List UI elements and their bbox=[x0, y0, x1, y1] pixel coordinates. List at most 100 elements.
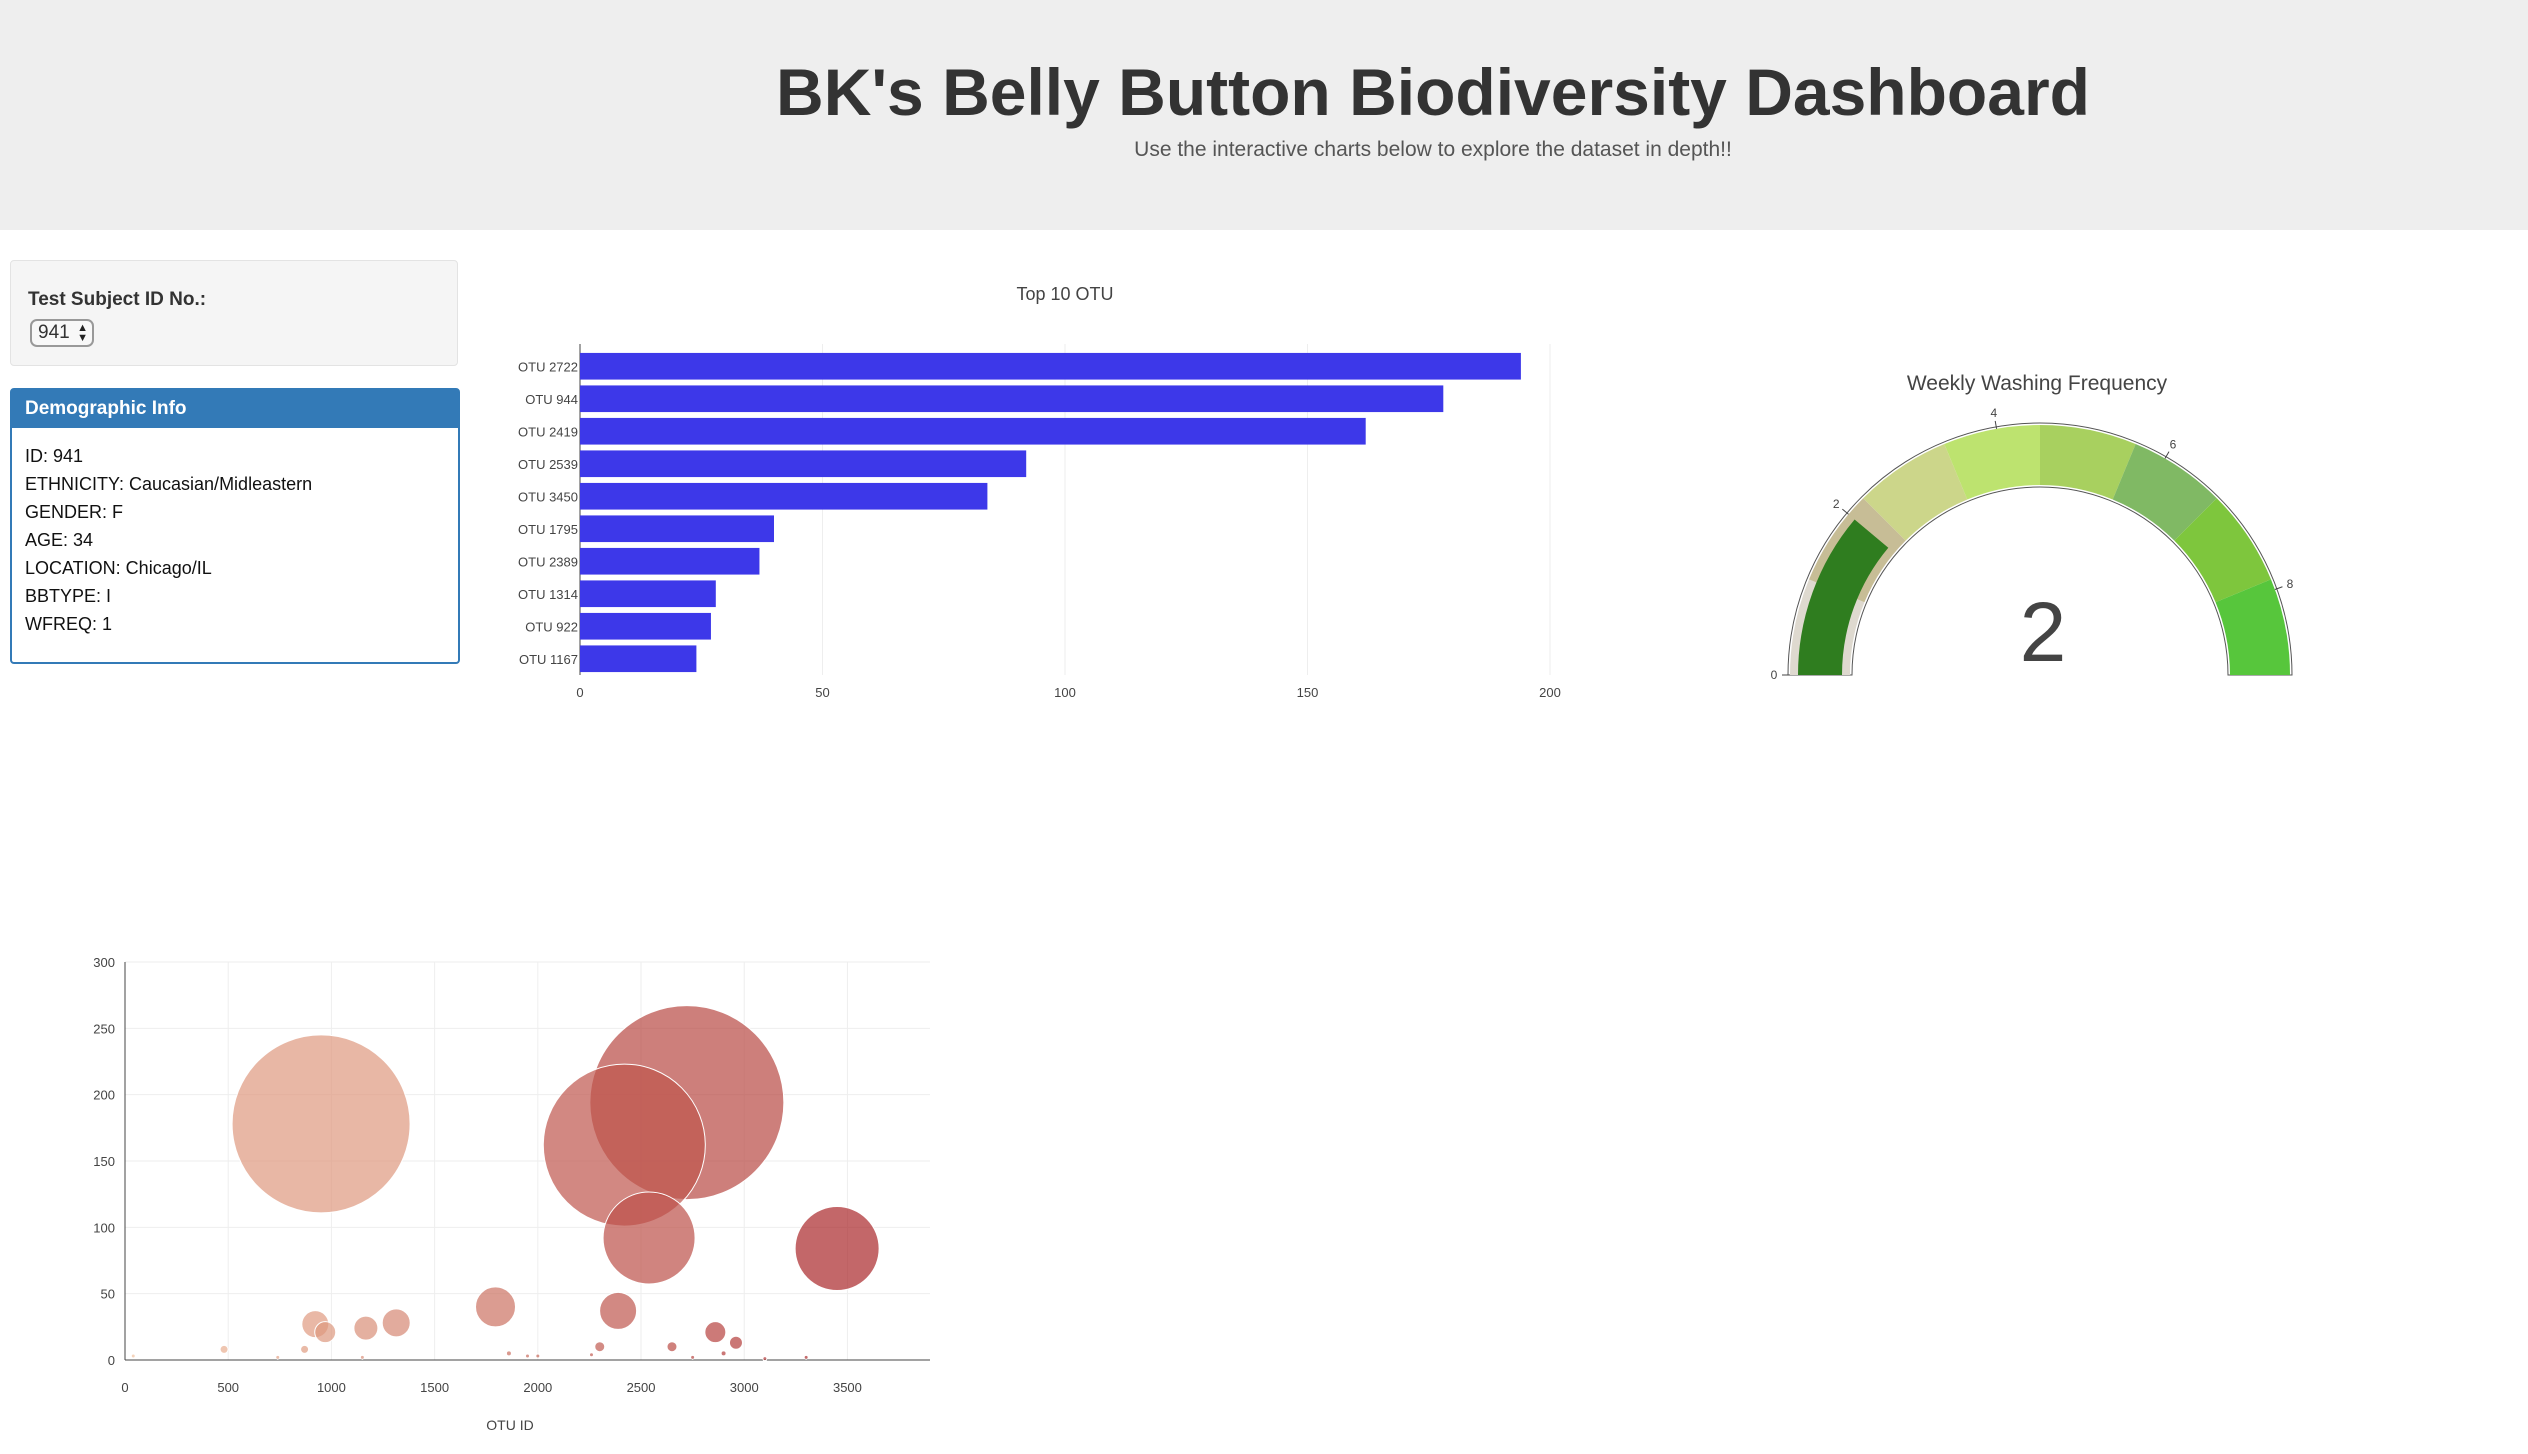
y-tick-label: OTU 2389 bbox=[518, 554, 578, 569]
gauge-step bbox=[2174, 498, 2271, 603]
x-tick-label: 3500 bbox=[833, 1380, 862, 1395]
bubble bbox=[475, 1286, 517, 1328]
bubble bbox=[381, 1308, 411, 1338]
demographic-row: BBTYPE: I bbox=[25, 586, 112, 606]
x-tick-label: 3000 bbox=[730, 1380, 759, 1395]
bubble bbox=[525, 1353, 530, 1359]
x-tick-label: 0 bbox=[121, 1380, 128, 1395]
gauge-tick-label: 8 bbox=[2287, 577, 2294, 591]
bar bbox=[580, 547, 760, 575]
bubble bbox=[728, 1335, 743, 1350]
x-tick-label: 0 bbox=[576, 685, 583, 700]
y-tick-label: 300 bbox=[93, 955, 115, 970]
chart-title: Top 10 OTU bbox=[1016, 284, 1113, 304]
gauge-tick bbox=[2164, 451, 2170, 459]
bar bbox=[580, 417, 1366, 445]
bubble bbox=[594, 1341, 606, 1353]
y-tick-label: 100 bbox=[93, 1220, 115, 1235]
jumbotron: BK's Belly Button Biodiversity Dashboard… bbox=[0, 0, 2528, 230]
x-tick-label: 50 bbox=[815, 685, 829, 700]
y-tick-label: OTU 922 bbox=[525, 619, 578, 634]
bar bbox=[580, 580, 716, 608]
y-tick-label: OTU 2539 bbox=[518, 457, 578, 472]
x-tick-label: 1500 bbox=[420, 1380, 449, 1395]
bubble bbox=[219, 1344, 229, 1354]
gauge-value-bar bbox=[1798, 519, 1889, 675]
washing-frequency-gauge[interactable]: Weekly Washing Frequency 0 2 4 6 8 2 bbox=[1740, 360, 2360, 700]
demographic-row: ID: 941 bbox=[25, 446, 84, 466]
x-axis-label: OTU ID bbox=[486, 1417, 533, 1433]
bubble bbox=[130, 1353, 136, 1359]
demographic-info-body: ID: 941 ETHNICITY: Caucasian/Midleastern G… bbox=[12, 428, 458, 638]
page-subtitle: Use the interactive charts below to expl… bbox=[1134, 138, 1732, 161]
y-tick-label: OTU 2419 bbox=[518, 424, 578, 439]
subject-id-select[interactable]: 941 ▲ ▼ bbox=[30, 319, 94, 347]
gauge-step bbox=[1944, 425, 2040, 500]
gauge-tick-label: 6 bbox=[2170, 438, 2177, 452]
gauge-tick bbox=[1842, 508, 1849, 515]
bubble bbox=[704, 1321, 727, 1344]
bubble bbox=[231, 1034, 411, 1214]
bubble bbox=[599, 1291, 638, 1330]
gauge-step bbox=[2040, 425, 2136, 500]
x-tick-label: 100 bbox=[1054, 685, 1076, 700]
gauge-value: 2 bbox=[2020, 585, 2067, 679]
demographic-row: AGE: 34 bbox=[25, 530, 94, 550]
demographic-row: WFREQ: 1 bbox=[25, 614, 113, 634]
bubble bbox=[762, 1356, 768, 1362]
bubble bbox=[602, 1191, 696, 1285]
bubble bbox=[300, 1344, 310, 1354]
bar bbox=[580, 385, 1444, 413]
gauge-tick bbox=[2274, 586, 2283, 590]
bubble bbox=[275, 1354, 281, 1360]
bubble bbox=[720, 1350, 727, 1357]
demographic-info-heading: Demographic Info bbox=[12, 390, 458, 428]
x-tick-label: 2500 bbox=[627, 1380, 656, 1395]
demographic-row: ETHNICITY: Caucasian/Midleastern bbox=[25, 474, 313, 494]
subject-id-value: 941 bbox=[38, 322, 70, 343]
bar bbox=[580, 352, 1521, 380]
bubble bbox=[803, 1354, 809, 1360]
otu-bubble-chart[interactable]: 0 500 1000 1500 2000 2500 3000 3500 0 50 100 150 200… bbox=[40, 940, 940, 1440]
y-tick-label: 150 bbox=[93, 1154, 115, 1169]
y-tick-label: 250 bbox=[93, 1021, 115, 1036]
bar bbox=[580, 515, 774, 543]
bubble bbox=[690, 1354, 696, 1360]
demographic-info-panel: Demographic Info ID: 941 ETHNICITY: Cauca… bbox=[10, 388, 460, 664]
gauge-step bbox=[1863, 444, 1968, 541]
gauge-tick-label: 0 bbox=[1771, 668, 1778, 682]
bubble bbox=[353, 1315, 379, 1341]
y-tick-label: 0 bbox=[108, 1353, 115, 1368]
select-arrows-icon: ▲ ▼ bbox=[77, 322, 88, 344]
x-tick-label: 150 bbox=[1297, 685, 1319, 700]
gauge-outline bbox=[1787, 422, 2293, 676]
y-tick-label: 50 bbox=[101, 1287, 115, 1302]
gauge-step bbox=[2215, 579, 2290, 675]
demographic-row: GENDER: F bbox=[25, 502, 124, 522]
x-tick-label: 1000 bbox=[317, 1380, 346, 1395]
y-tick-label: OTU 944 bbox=[525, 392, 578, 407]
demographic-row: LOCATION: Chicago/IL bbox=[25, 558, 212, 578]
bar bbox=[580, 450, 1027, 478]
bubble bbox=[535, 1353, 541, 1359]
gauge-tick-label: 4 bbox=[1990, 406, 1997, 420]
page-title: BK's Belly Button Biodiversity Dashboard bbox=[776, 55, 2090, 129]
bubble bbox=[666, 1341, 678, 1353]
y-tick-label: OTU 1167 bbox=[519, 652, 578, 667]
y-tick-label: OTU 3450 bbox=[518, 489, 578, 504]
y-tick-label: OTU 1314 bbox=[518, 587, 578, 602]
gauge-tick bbox=[1994, 420, 1998, 429]
gauge-step bbox=[2112, 444, 2217, 541]
x-tick-label: 2000 bbox=[523, 1380, 552, 1395]
y-tick-label: 200 bbox=[93, 1088, 115, 1103]
top10-otu-bar-chart[interactable]: Top 10 OTU 0 50 100 150 200 OTU 2722 OTU 944 OTU… bbox=[470, 270, 1640, 720]
gauge-title: Weekly Washing Frequency bbox=[1907, 372, 2168, 395]
y-tick-label: OTU 1795 bbox=[518, 522, 578, 537]
y-tick-label: OTU 2722 bbox=[518, 359, 578, 374]
x-tick-label: 200 bbox=[1539, 685, 1561, 700]
bubble bbox=[359, 1354, 365, 1360]
bubble bbox=[588, 1352, 594, 1358]
gauge-tick-label: 2 bbox=[1833, 497, 1840, 511]
bubble bbox=[794, 1206, 880, 1292]
bar bbox=[580, 612, 711, 640]
